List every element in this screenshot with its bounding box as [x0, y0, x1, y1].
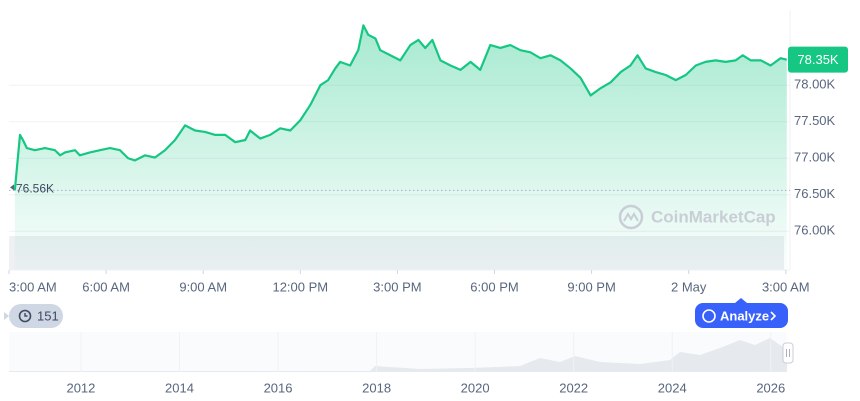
y-tick-label: 77.00K [794, 150, 836, 165]
watermark: CoinMarketCap [618, 204, 776, 230]
price-line [13, 24, 788, 191]
low-label: 76.56K [16, 182, 54, 196]
x-tick-label: 12:00 PM [272, 279, 328, 294]
price-badge-text: 78.35K [797, 52, 839, 67]
x-tick-label: 3:00 AM [9, 279, 57, 294]
x-tick-label: 3:00 PM [373, 279, 421, 294]
y-tick-label: 76.00K [794, 223, 836, 238]
x-tick-label: 2 May [671, 279, 707, 294]
x-tick-label: 9:00 AM [179, 279, 227, 294]
badge-text: 151 [37, 308, 59, 323]
price-badge [788, 46, 848, 73]
navigator-tick-label: 2022 [559, 380, 588, 395]
navigator: 2012 2014 2016 2018 2020 2022 2024 2026 [9, 332, 794, 395]
history-badge[interactable]: 151 [4, 304, 63, 328]
price-area [14, 25, 787, 271]
navigator-tick-label: 2026 [756, 380, 785, 395]
navigator-tick-label: 2024 [658, 380, 687, 395]
button-text: Analyze [720, 308, 769, 323]
navigator-tick-label: 2018 [362, 380, 391, 395]
y-tick-label: 76.50K [794, 186, 836, 201]
watermark-text: CoinMarketCap [651, 207, 776, 226]
y-tick-label: 77.50K [794, 113, 836, 128]
navigator-tick-label: 2016 [264, 380, 293, 395]
y-tick-label: 78.00K [794, 77, 836, 92]
analyze-button[interactable]: Analyze [695, 298, 788, 328]
x-tick-label: 3:00 AM [762, 279, 810, 294]
navigator-tick-label: 2014 [165, 380, 194, 395]
x-tick-label: 6:00 AM [82, 279, 130, 294]
low-marker [10, 184, 14, 191]
x-tick-label: 9:00 PM [567, 279, 615, 294]
navigator-tick-label: 2020 [461, 380, 490, 395]
navigator-tick-label: 2012 [66, 380, 95, 395]
x-tick-label: 6:00 PM [470, 279, 518, 294]
